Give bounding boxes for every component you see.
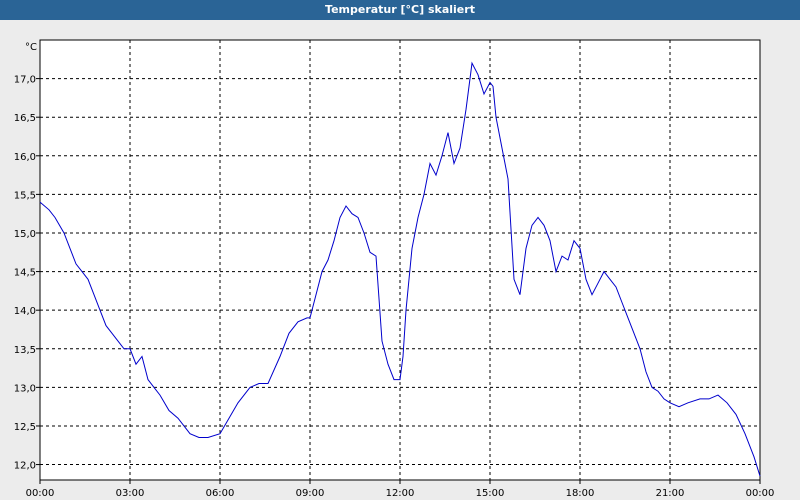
y-tick-label: 15,0 — [14, 229, 36, 240]
y-tick-label: 14,0 — [14, 306, 36, 317]
x-tick-time-label: 09:00 — [296, 488, 325, 499]
window-title: Temperatur [°C] skaliert — [0, 0, 800, 20]
y-tick-label: 15,5 — [14, 190, 36, 201]
y-tick-label: 16,0 — [14, 152, 36, 163]
y-tick-label: 13,5 — [14, 345, 36, 356]
y-tick-label: 17,0 — [14, 75, 36, 86]
temperature-chart: 12,0 12,5 13,0 13,5 14,0 14,5 15,0 15,5 16,0 16,5… — [14, 39, 775, 499]
y-tick-label: 13,0 — [14, 383, 36, 394]
temperature-series-line — [39, 61, 761, 477]
x-tick-time-label: 21:00 — [656, 488, 685, 499]
series-group — [39, 61, 761, 477]
x-tick-time-label: 12:00 — [386, 488, 415, 499]
x-tick-time-label: 00:00 — [26, 488, 55, 499]
x-tick-time-label: 00:00 — [746, 488, 775, 499]
y-tick-label: 14,5 — [14, 268, 36, 279]
x-tick-time-label: 15:00 — [476, 488, 505, 499]
y-tick-label: 16,5 — [14, 113, 36, 124]
y-tick-label: 12,0 — [14, 461, 36, 472]
x-tick-time-label: 06:00 — [206, 488, 235, 499]
x-tick-time-label: 18:00 — [566, 488, 595, 499]
x-tick-time-label: 03:00 — [116, 488, 145, 499]
y-tick-label: 12,5 — [14, 422, 36, 433]
y-axis-ticks: 12,0 12,5 13,0 13,5 14,0 14,5 15,0 15,5 16,0 16,5… — [14, 75, 40, 472]
x-axis-ticks: 00:0028.05.1903:0028.05.1906:0028.05.190… — [26, 480, 775, 499]
grid-lines — [40, 40, 760, 480]
y-axis-unit-label: °C — [25, 42, 37, 53]
